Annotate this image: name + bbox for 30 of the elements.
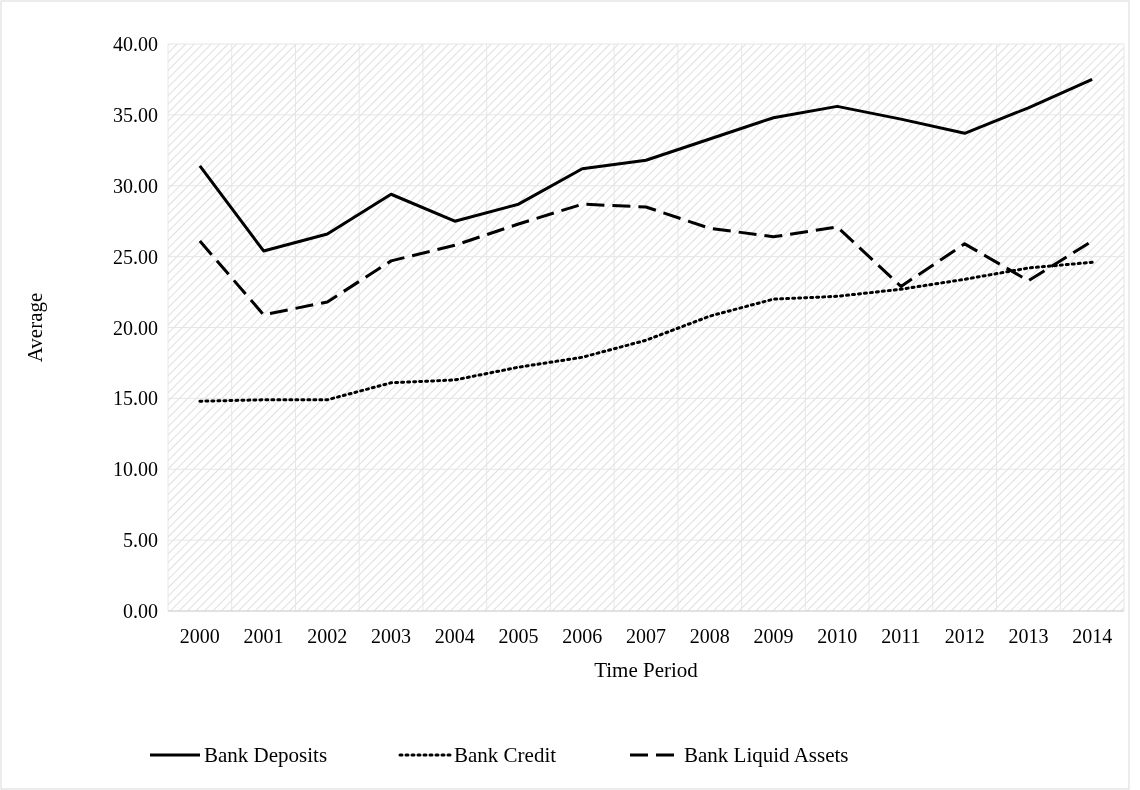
- x-tick-label: 2000: [179, 625, 220, 647]
- x-tick-label: 2007: [626, 625, 666, 647]
- y-tick-label: 30.00: [113, 174, 158, 197]
- y-tick-label: 10.00: [113, 458, 158, 481]
- y-tick-label: 20.00: [113, 316, 158, 339]
- x-axis-title: Time Period: [594, 658, 699, 682]
- x-tick-label: 2001: [243, 625, 284, 647]
- x-tick-label: 2006: [562, 625, 603, 647]
- x-tick-label: 2004: [434, 625, 475, 647]
- y-tick-label: 0.00: [123, 600, 158, 622]
- x-tick-label: 2011: [881, 625, 921, 647]
- x-tick-label: 2009: [753, 625, 794, 647]
- x-tick-label: 2005: [498, 625, 539, 647]
- x-tick-label: 2002: [307, 625, 348, 647]
- x-tick-label: 2012: [944, 625, 985, 647]
- x-tick-label: 2010: [817, 625, 858, 647]
- y-tick-label: 25.00: [113, 245, 158, 268]
- y-tick-label: 35.00: [113, 103, 158, 126]
- line-series: [198, 77, 1094, 253]
- y-tick-label: 15.00: [113, 387, 158, 410]
- legend-label: Bank Deposits: [204, 743, 328, 768]
- y-tick-label: 40.00: [113, 33, 158, 55]
- legend-label: Bank Liquid Assets: [684, 743, 849, 768]
- x-tick-label: 2014: [1072, 625, 1113, 647]
- x-tick-label: 2008: [689, 625, 730, 647]
- x-tick-label: 2013: [1008, 625, 1049, 647]
- legend-label: Bank Credit: [454, 743, 557, 768]
- x-tick-label: 2003: [371, 625, 412, 647]
- y-tick-label: 5.00: [123, 529, 158, 552]
- y-axis-title: Average: [23, 292, 47, 363]
